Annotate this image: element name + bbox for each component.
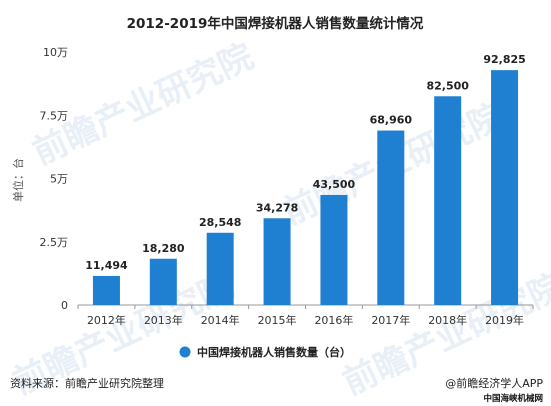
x-tick-label: 2015年 (258, 313, 297, 327)
x-tick-label: 2018年 (428, 313, 467, 327)
data-label: 28,548 (199, 216, 241, 229)
data-label: 18,280 (142, 242, 185, 255)
bar (92, 275, 120, 305)
bar (320, 194, 348, 305)
data-label: 92,825 (483, 53, 525, 66)
y-tick-label: 0 (61, 299, 68, 312)
y-tick-label: 5万 (50, 173, 68, 186)
y-tick-label: 2.5万 (40, 236, 69, 249)
bar (377, 130, 405, 305)
data-label: 11,494 (85, 259, 128, 272)
chart-title: 2012-2019年中国焊接机器人销售数量统计情况 (127, 15, 424, 32)
x-tick-label: 2019年 (485, 313, 524, 327)
sub-brand-label: 中国海峡机械网 (483, 393, 543, 404)
data-label: 68,960 (370, 114, 413, 127)
data-labels: 11,494 18,280 28,548 34,278 43,500 68,960 82,5… (85, 53, 526, 272)
y-axis: 0 2.5万 5万 7.5万 10万 (40, 46, 69, 312)
data-label: 82,500 (426, 79, 469, 92)
legend: 中国焊接机器人销售数量（台） (179, 345, 351, 359)
x-axis: 2012年 2013年 2014年 2015年 2016年 2017年 2018年 2019年 (77, 305, 534, 327)
x-tick-label: 2013年 (144, 313, 183, 327)
bar (149, 258, 177, 305)
data-label: 43,500 (313, 178, 356, 191)
bar (206, 232, 234, 305)
x-tick-label: 2017年 (371, 313, 410, 327)
data-label: 34,278 (256, 201, 298, 214)
bar-series (92, 70, 519, 306)
brand-label: @前瞻经济学人APP (445, 376, 543, 390)
y-tick-label: 7.5万 (40, 109, 69, 122)
x-tick-label: 2014年 (201, 313, 240, 327)
y-axis-label: 单位：台 (11, 158, 25, 202)
bar (434, 96, 462, 306)
bar (491, 70, 519, 306)
legend-label: 中国焊接机器人销售数量（台） (197, 345, 351, 359)
bar (263, 218, 291, 305)
legend-marker (179, 346, 191, 358)
x-tick-label: 2012年 (87, 313, 126, 327)
source-note: 资料来源：前瞻产业研究院整理 (10, 376, 164, 390)
x-tick-label: 2016年 (314, 313, 353, 327)
y-tick-label: 10万 (43, 46, 68, 59)
